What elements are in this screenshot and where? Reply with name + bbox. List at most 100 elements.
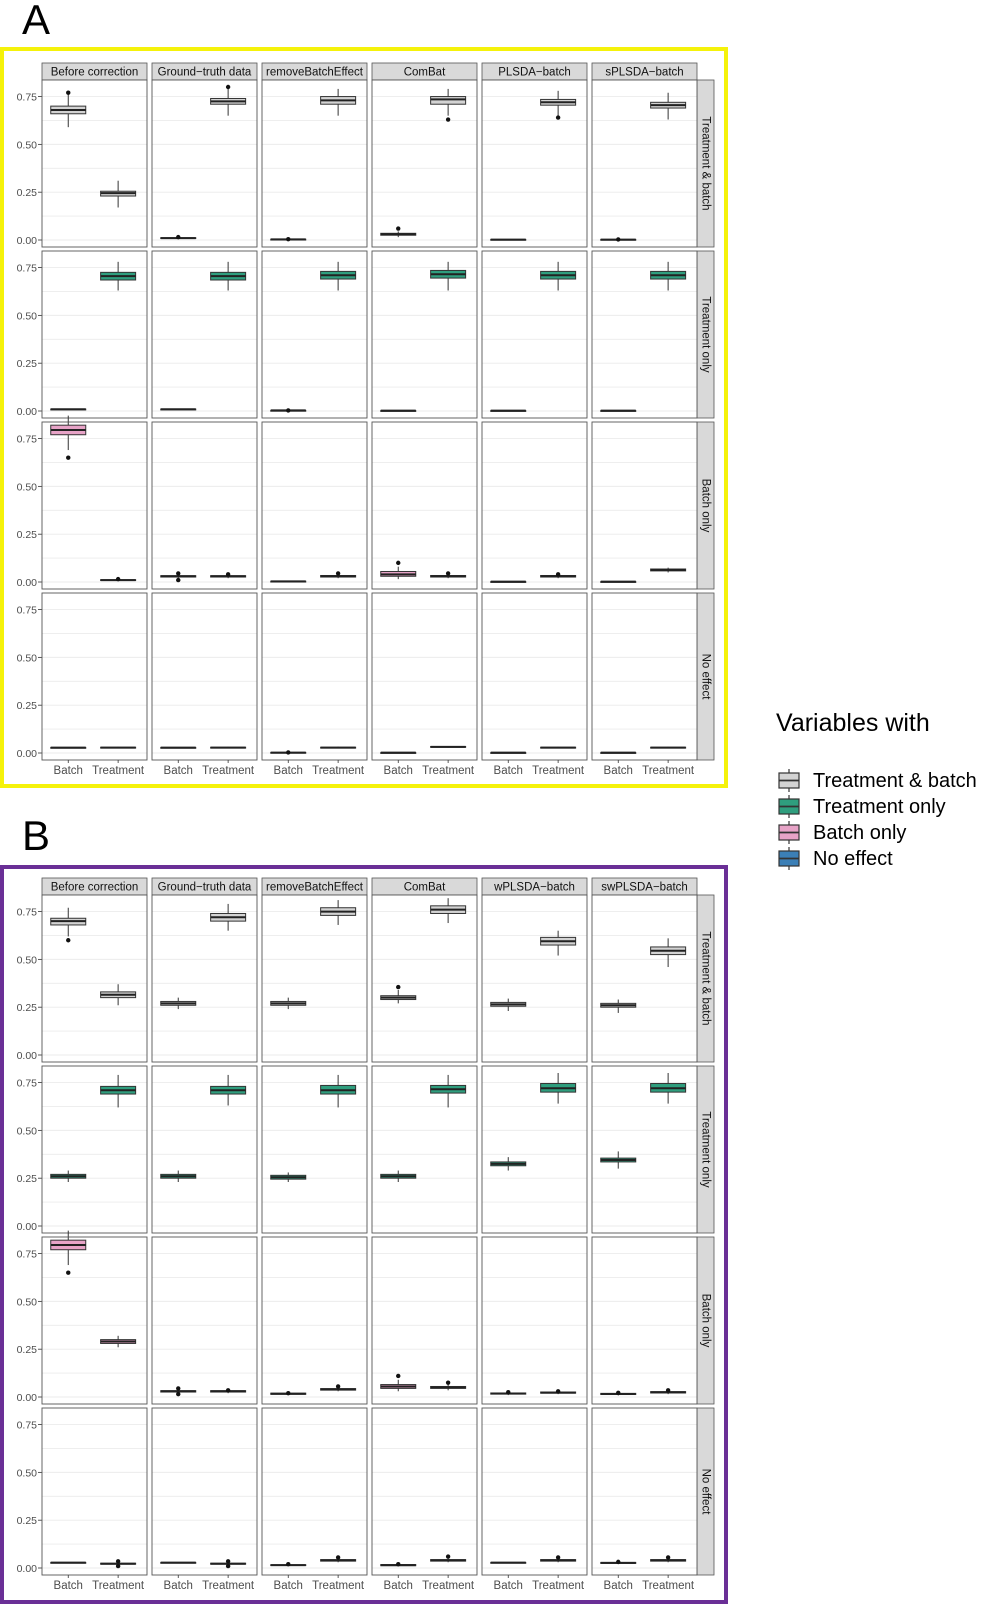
panel-a-facet-border [481, 79, 588, 248]
panel-b-facet-bg [592, 895, 697, 1062]
panel-a-box-treatment-only-splsda-batch-batch [600, 409, 637, 412]
panel-b-column-label-before-correction: Before correction [51, 882, 139, 894]
panel-a-xtick-label-batch: Batch [494, 765, 523, 777]
panel-a-facet-bg [262, 593, 367, 760]
panel-a-xtick-label-treatment: Treatment [312, 765, 365, 777]
panel-b-xtick-label-treatment: Treatment [642, 1580, 695, 1592]
panel-b-box-no-effect-swplsda-batch-treatment-outlier [665, 1555, 671, 1560]
panel-b-ytick-label: 0.25 [17, 1344, 38, 1356]
panel-b-facet-bg [262, 1408, 367, 1575]
panel-a-ytick-label: 0.75 [17, 263, 38, 275]
panel-a-box-treatment-batch-removebatcheffect-batch-outlier [286, 237, 291, 242]
panel-b-facet-border [481, 1236, 588, 1405]
panel-b-box-treatment-batch-removebatcheffect-batch [270, 997, 307, 1010]
panel-label-a: A [22, 0, 50, 43]
panel-b-box-batch-only-removebatcheffect-batch [270, 1390, 307, 1396]
panel-a-box-no-effect-splsda-batch-batch [600, 751, 637, 754]
panel-b-box-batch-only-swplsda-batch-batch-outlier [616, 1390, 621, 1395]
panel-b-box-treatment-batch-wplsda-batch-batch [490, 998, 527, 1012]
panel-a-box-batch-only-splsda-batch-treatment [650, 567, 687, 573]
panel-b-facet-bg [42, 1408, 147, 1575]
panel-b-box-treatment-batch-swplsda-batch-batch [600, 999, 637, 1013]
panel-a-box-treatment-batch-before-correction-batch [50, 90, 87, 128]
panel-a-box-treatment-batch-removebatcheffect-batch [270, 237, 307, 242]
panel-a-box-no-effect-plsda-batch-batch [490, 751, 527, 754]
panel-b-box-treatment-only-combat-treatment [430, 1074, 467, 1108]
panel-b-row-label-batch-only: Batch only [699, 1294, 711, 1348]
panel-a-row-label-batch-only: Batch only [699, 479, 711, 533]
panel-a-facet-border [41, 250, 148, 419]
panel-b-facet-border [41, 1065, 148, 1234]
panel-b-box-batch-only-combat-batch-outlier [396, 1373, 401, 1379]
panel-a-box-batch-only-combat-batch [380, 560, 417, 580]
panel-b-box-no-effect-before-correction-batch [50, 1561, 87, 1564]
panel-a-facet-border [41, 79, 148, 248]
panel-b-ytick-label: 0.75 [17, 907, 38, 919]
panel-b-box-treatment-batch-combat-batch-outlier [396, 984, 401, 990]
panel-b-box-no-effect-removebatcheffect-treatment [320, 1555, 357, 1563]
panel-a-facet-border [591, 250, 698, 419]
panel-a-ytick-label: 0.25 [17, 700, 38, 712]
panel-a-row-label-treatment-batch: Treatment & batch [699, 116, 711, 210]
panel-b-box-batch-only-ground-truth-data-batch-outlier [176, 1391, 181, 1397]
panel-a-row-label-no-effect: No effect [699, 654, 711, 701]
panel-b-box-no-effect-before-correction-treatment-outlier [115, 1563, 121, 1569]
panel-b-box-treatment-batch-ground-truth-data-batch [160, 997, 197, 1010]
panel-a-box-no-effect-splsda-batch-treatment [650, 746, 687, 749]
panel-a-box-treatment-only-ground-truth-data-treatment [210, 261, 247, 291]
panel-b-box-batch-only-ground-truth-data-batch-outlier [176, 1386, 181, 1391]
panel-b-ytick-label: 0.50 [17, 1467, 38, 1479]
panel-b-box-batch-only-combat-batch [380, 1373, 417, 1392]
panel-b-ytick-label: 0.25 [17, 1173, 38, 1185]
panel-a-facet-bg [42, 593, 147, 760]
panel-a-facet-bg [42, 80, 147, 247]
panel-b-xtick-label-treatment: Treatment [202, 1580, 255, 1592]
panel-b-box-no-effect-swplsda-batch-treatment [650, 1555, 687, 1563]
panel-b-box-no-effect-swplsda-batch-batch [600, 1559, 637, 1565]
panel-b-box-no-effect-ground-truth-data-batch [160, 1561, 197, 1564]
panel-a-facet-border [151, 250, 258, 419]
panel-b-ytick-label: 0.00 [17, 1050, 38, 1062]
panel-a-box-treatment-only-removebatcheffect-treatment [320, 261, 357, 291]
panel-a-ytick-label: 0.00 [17, 577, 38, 589]
panel-b-facet-border [371, 894, 478, 1063]
panel-a-xtick-label-batch: Batch [164, 765, 193, 777]
panel-b-facet-border [261, 894, 368, 1063]
panel-b-box-no-effect-combat-batch-outlier [396, 1561, 401, 1567]
panel-a-ytick-label: 0.75 [17, 434, 38, 446]
panel-b-facet-bg [152, 1408, 257, 1575]
panel-b-box-treatment-only-swplsda-batch-treatment [650, 1073, 687, 1104]
panel-a-ytick-label: 0.50 [17, 310, 38, 322]
panel-b-ytick-label: 0.50 [17, 954, 38, 966]
panel-a-box-treatment-only-plsda-batch-batch [490, 409, 527, 412]
panel-a-row-label-treatment-only: Treatment only [699, 296, 711, 373]
panel-a-xtick-label-treatment: Treatment [532, 765, 585, 777]
panel-b-box-treatment-batch-before-correction-treatment [100, 984, 137, 1006]
panel-b-box-no-effect-removebatcheffect-batch-outlier [286, 1561, 291, 1567]
panel-a-frame [0, 47, 728, 788]
panel-b-facet-bg [42, 1237, 147, 1404]
panel-a-facet-border [481, 250, 588, 419]
panel-a-box-treatment-batch-removebatcheffect-treatment [320, 88, 357, 116]
legend-item-treatment-batch: Treatment & batch [778, 769, 977, 792]
panel-a-box-batch-only-before-correction-treatment-outlier [115, 576, 121, 582]
legend-label-treatment-batch: Treatment & batch [813, 770, 977, 792]
panel-b-plot: Before correction Ground−truth data remove… [17, 877, 715, 1592]
panel-a-box-batch-only-removebatcheffect-batch [270, 580, 307, 583]
panel-b-facet-border [481, 894, 588, 1063]
panel-b-box-treatment-only-combat-batch [380, 1170, 417, 1183]
panel-a-box-treatment-batch-before-correction-batch-outlier [66, 90, 71, 95]
panel-b-box-treatment-only-swplsda-batch-batch [600, 1151, 637, 1169]
panel-a-facet-bg [592, 422, 697, 589]
panel-b-ytick-label: 0.50 [17, 1296, 38, 1308]
panel-b-facet-bg [592, 1408, 697, 1575]
panel-a-box-treatment-only-removebatcheffect-batch-outlier [286, 408, 291, 413]
panel-a-ytick-label: 0.50 [17, 139, 38, 151]
panel-a-box-treatment-only-combat-batch [380, 409, 417, 412]
panel-a-box-treatment-batch-before-correction-treatment [100, 180, 137, 208]
panel-b-box-treatment-batch-before-correction-batch-outlier [66, 938, 71, 943]
panel-b-frame [0, 865, 728, 1604]
panel-b-ytick-label: 0.00 [17, 1221, 38, 1233]
panel-b-ytick-label: 0.50 [17, 1125, 38, 1137]
